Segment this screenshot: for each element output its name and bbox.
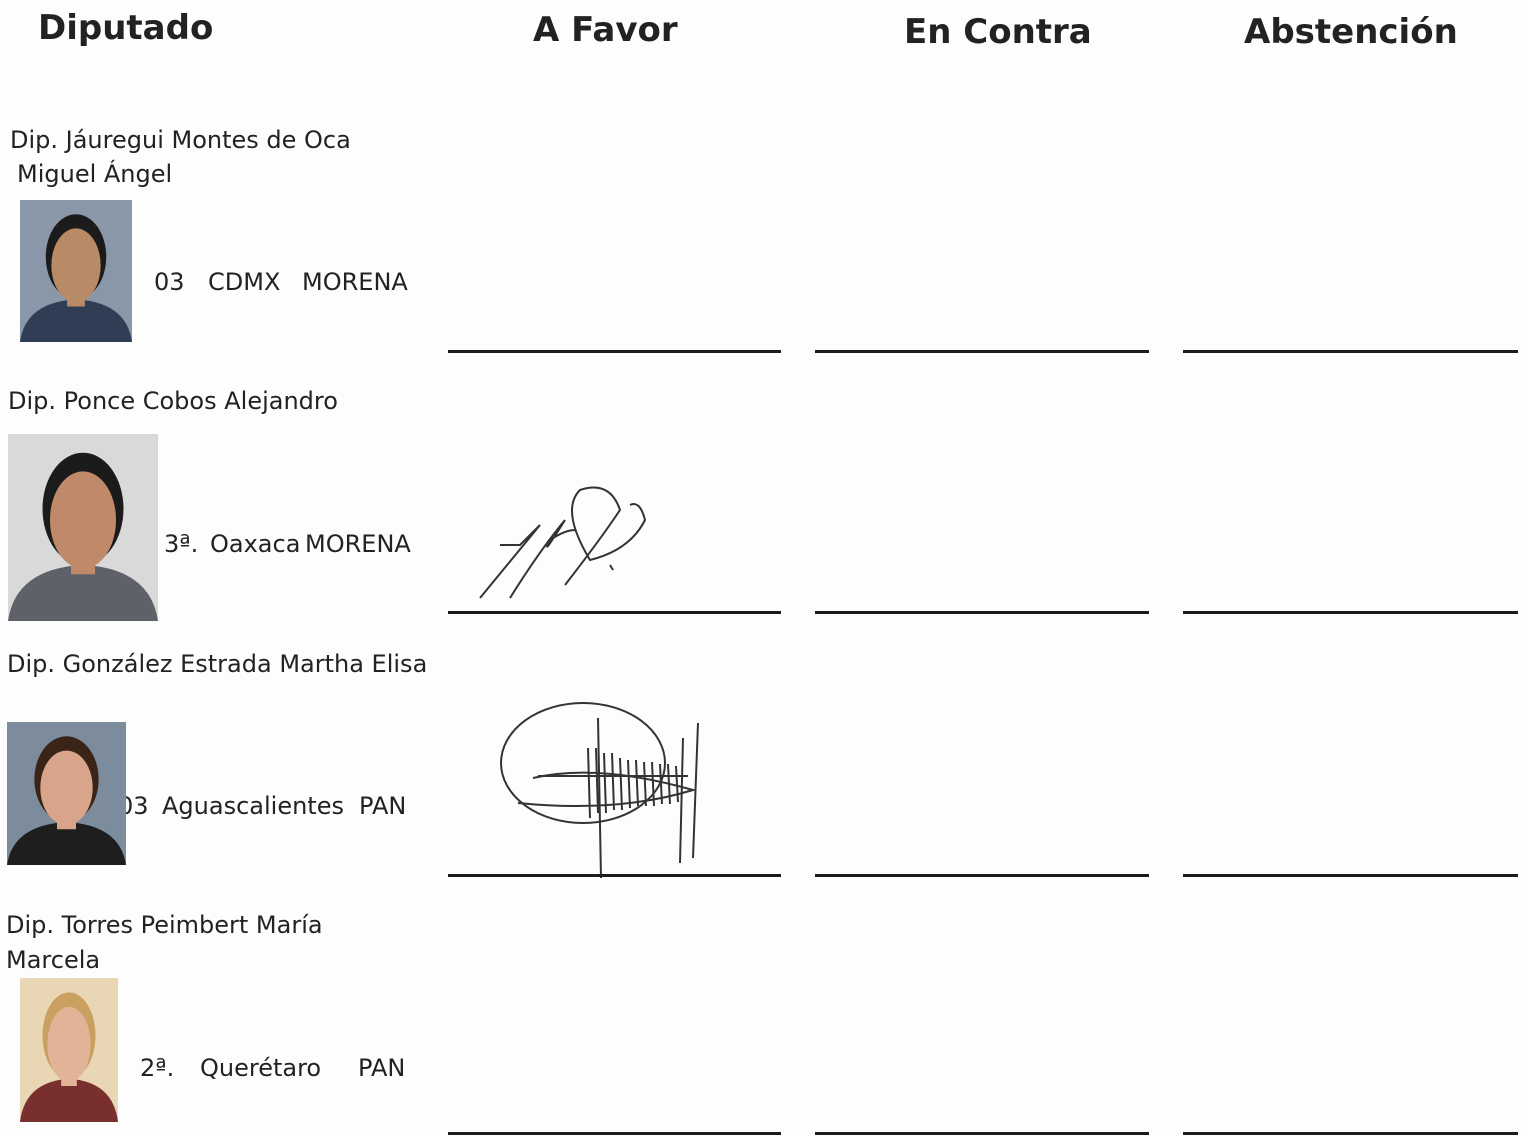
deputy-photo (8, 434, 158, 621)
signature-line (815, 611, 1149, 614)
signature-line (448, 611, 781, 614)
deputy-district: 2ª. (140, 1054, 175, 1082)
signature-line (448, 874, 781, 877)
deputy-party: PAN (358, 1054, 406, 1082)
signature (479, 486, 647, 599)
signature-line (1183, 350, 1518, 353)
deputy-photo (20, 978, 118, 1122)
signature-line (815, 874, 1149, 877)
deputy-party: MORENA (302, 268, 408, 296)
deputy-district: 3ª. (164, 530, 199, 558)
header-abstencion: Abstención (1244, 12, 1458, 52)
deputy-photo (20, 200, 132, 342)
header-diputado: Diputado (38, 8, 214, 48)
signature-line (1183, 611, 1518, 614)
deputy-state: CDMX (208, 268, 281, 296)
deputy-photo (7, 722, 126, 865)
signature (500, 702, 699, 879)
deputy-party: MORENA (305, 530, 411, 558)
deputy-name: Dip. Jáuregui Montes de Oca (10, 126, 351, 154)
deputy-district: 03 (154, 268, 185, 296)
signature-line (815, 1132, 1149, 1135)
deputy-name: Miguel Ángel (17, 160, 173, 188)
deputy-name: Dip. Ponce Cobos Alejandro (8, 387, 338, 415)
signature-line (1183, 1132, 1518, 1135)
deputy-name: Dip. González Estrada Martha Elisa (7, 650, 428, 678)
deputy-party: PAN (359, 792, 407, 820)
signature-line (1183, 874, 1518, 877)
signature-line (448, 1132, 781, 1135)
header-en-contra: En Contra (904, 12, 1092, 52)
deputy-state: Querétaro (200, 1054, 322, 1082)
deputy-state: Aguascalientes (162, 792, 344, 820)
signature-line (448, 350, 781, 353)
deputy-state: Oaxaca (210, 530, 301, 558)
header-a-favor: A Favor (533, 10, 678, 50)
deputy-name: Dip. Torres Peimbert María (6, 911, 323, 939)
signature-line (815, 350, 1149, 353)
deputy-name: Marcela (6, 946, 101, 974)
